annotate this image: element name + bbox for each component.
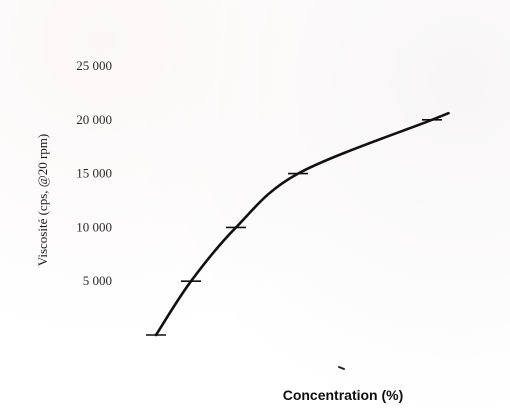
x-axis-label: Concentration (%) xyxy=(283,387,404,403)
y-tick-label: 20 000 xyxy=(76,112,112,127)
y-tick-label: 5 000 xyxy=(83,273,112,288)
y-axis-tick-labels: 5 000 10 000 15 000 20 000 25 000 xyxy=(76,58,112,288)
y-axis-label: Viscosité (cps, @20 rpm) xyxy=(35,134,50,267)
series-line xyxy=(154,111,450,337)
data-markers xyxy=(146,119,442,336)
y-tick-label: 10 000 xyxy=(76,219,112,234)
y-tick-label: 25 000 xyxy=(76,58,112,73)
y-tick-label: 15 000 xyxy=(76,166,112,181)
stray-mark xyxy=(338,366,345,370)
